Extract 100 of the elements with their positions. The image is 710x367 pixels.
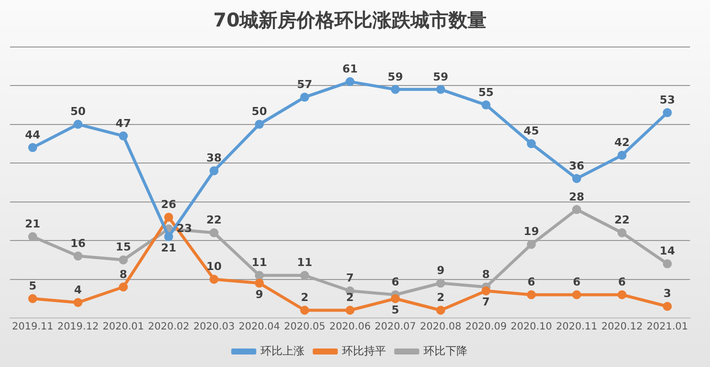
legend-label: 环比上涨	[260, 344, 304, 358]
point	[300, 306, 310, 315]
data-label: 50	[70, 105, 86, 118]
data-label: 2	[346, 291, 354, 304]
data-label: 59	[433, 70, 448, 84]
point	[254, 278, 264, 288]
data-label: 21	[161, 242, 176, 254]
data-label: 6	[572, 276, 581, 289]
x-tick-label: 2020.10	[510, 322, 552, 333]
point	[210, 228, 218, 238]
x-tick-label: 2020.04	[238, 322, 280, 333]
x-tick-label: 2020.08	[420, 322, 462, 333]
data-label: 7	[346, 272, 354, 285]
point	[390, 84, 400, 94]
x-tick-label: 2020.03	[193, 322, 235, 333]
point	[164, 212, 174, 222]
data-label: 9	[256, 288, 264, 301]
point	[300, 270, 310, 280]
point	[436, 84, 446, 94]
data-label: 15	[116, 240, 131, 254]
data-label: 9	[436, 264, 444, 277]
x-tick-label: 2020.07	[374, 322, 416, 333]
x-tick-label: 2021.01	[646, 322, 688, 333]
point	[482, 286, 490, 296]
x-tick-label: 2020.09	[465, 322, 507, 333]
point	[482, 100, 490, 110]
data-label: 6	[528, 276, 536, 289]
point	[254, 120, 264, 129]
data-label: 57	[297, 78, 312, 92]
x-tick-label: 2019.11	[12, 322, 54, 333]
data-label: 11	[297, 256, 312, 270]
data-label: 6	[392, 276, 400, 289]
data-label: 36	[569, 159, 585, 172]
data-label: 8	[482, 268, 490, 281]
x-tick-label: 2020.06	[329, 322, 371, 333]
point	[346, 77, 354, 86]
point	[662, 259, 672, 268]
point	[572, 174, 582, 184]
data-label: 8	[120, 268, 128, 281]
data-label: 19	[524, 225, 539, 238]
data-label: 55	[478, 86, 494, 99]
data-label: 44	[25, 128, 41, 142]
x-tick-label: 2020.12	[601, 322, 643, 333]
data-label: 38	[206, 152, 222, 165]
data-label: 3	[664, 287, 672, 300]
point	[28, 232, 38, 242]
point	[526, 240, 536, 249]
point	[74, 298, 82, 308]
data-label: 59	[388, 70, 403, 84]
point	[74, 252, 82, 261]
point	[118, 282, 128, 292]
data-label: 53	[660, 94, 675, 107]
point	[572, 290, 582, 300]
point	[526, 290, 536, 300]
data-label: 2	[436, 291, 444, 304]
x-tick-label: 2020.05	[284, 322, 326, 333]
point	[436, 278, 446, 288]
data-label: 26	[161, 198, 177, 212]
data-label: 11	[252, 256, 267, 270]
data-label: 2	[300, 291, 308, 304]
data-label: 45	[524, 124, 539, 138]
data-label: 22	[614, 214, 630, 227]
point	[28, 143, 38, 152]
point	[28, 294, 38, 304]
x-tick-label: 2020.11	[556, 322, 598, 333]
data-label: 42	[614, 136, 630, 150]
point	[74, 120, 82, 129]
point	[526, 139, 536, 148]
data-label: 10	[206, 260, 222, 274]
data-label: 6	[618, 276, 626, 289]
data-label: 16	[70, 236, 86, 250]
point	[254, 270, 264, 280]
point	[210, 274, 218, 284]
data-label: 5	[392, 303, 400, 316]
point	[618, 228, 626, 238]
legend-label: 环比下降	[423, 344, 468, 358]
point	[436, 306, 446, 315]
data-label: 5	[28, 279, 36, 292]
point	[390, 294, 400, 304]
x-tick-label: 2020.02	[148, 322, 190, 333]
chart-title: 70城新房价格环比涨跌城市数量	[213, 9, 487, 32]
point	[662, 302, 672, 311]
data-label: 22	[206, 214, 222, 227]
legend-label: 环比持平	[342, 344, 386, 358]
point	[618, 150, 626, 160]
point	[662, 108, 672, 118]
x-tick-label: 2019.12	[57, 322, 99, 333]
point	[618, 290, 626, 300]
point	[346, 306, 354, 315]
point	[118, 255, 128, 264]
data-label: 21	[25, 218, 40, 230]
data-label: 14	[660, 244, 676, 258]
point	[300, 92, 310, 102]
x-tick-label: 2020.01	[102, 322, 144, 333]
data-label: 23	[176, 222, 192, 235]
data-label: 61	[342, 62, 358, 76]
data-label: 47	[116, 116, 131, 130]
data-label: 7	[482, 296, 490, 309]
data-label: 4	[74, 283, 82, 296]
point	[118, 131, 128, 140]
